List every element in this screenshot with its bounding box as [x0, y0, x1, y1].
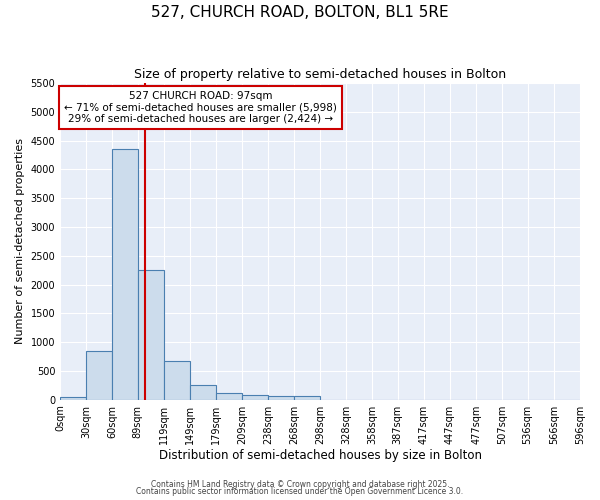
Text: Contains public sector information licensed under the Open Government Licence 3.: Contains public sector information licen… — [136, 488, 464, 496]
Bar — [60, 397, 86, 400]
X-axis label: Distribution of semi-detached houses by size in Bolton: Distribution of semi-detached houses by … — [158, 450, 482, 462]
Bar — [164, 360, 190, 400]
Bar — [190, 386, 216, 400]
Bar — [294, 396, 320, 400]
Text: 527 CHURCH ROAD: 97sqm
← 71% of semi-detached houses are smaller (5,998)
29% of : 527 CHURCH ROAD: 97sqm ← 71% of semi-det… — [64, 91, 337, 124]
Bar — [216, 393, 242, 400]
Text: Contains HM Land Registry data © Crown copyright and database right 2025.: Contains HM Land Registry data © Crown c… — [151, 480, 449, 489]
Bar — [86, 351, 112, 400]
Y-axis label: Number of semi-detached properties: Number of semi-detached properties — [15, 138, 25, 344]
Bar — [268, 396, 294, 400]
Bar — [112, 150, 138, 400]
Text: 527, CHURCH ROAD, BOLTON, BL1 5RE: 527, CHURCH ROAD, BOLTON, BL1 5RE — [151, 5, 449, 20]
Title: Size of property relative to semi-detached houses in Bolton: Size of property relative to semi-detach… — [134, 68, 506, 80]
Bar — [242, 395, 268, 400]
Bar — [138, 270, 164, 400]
